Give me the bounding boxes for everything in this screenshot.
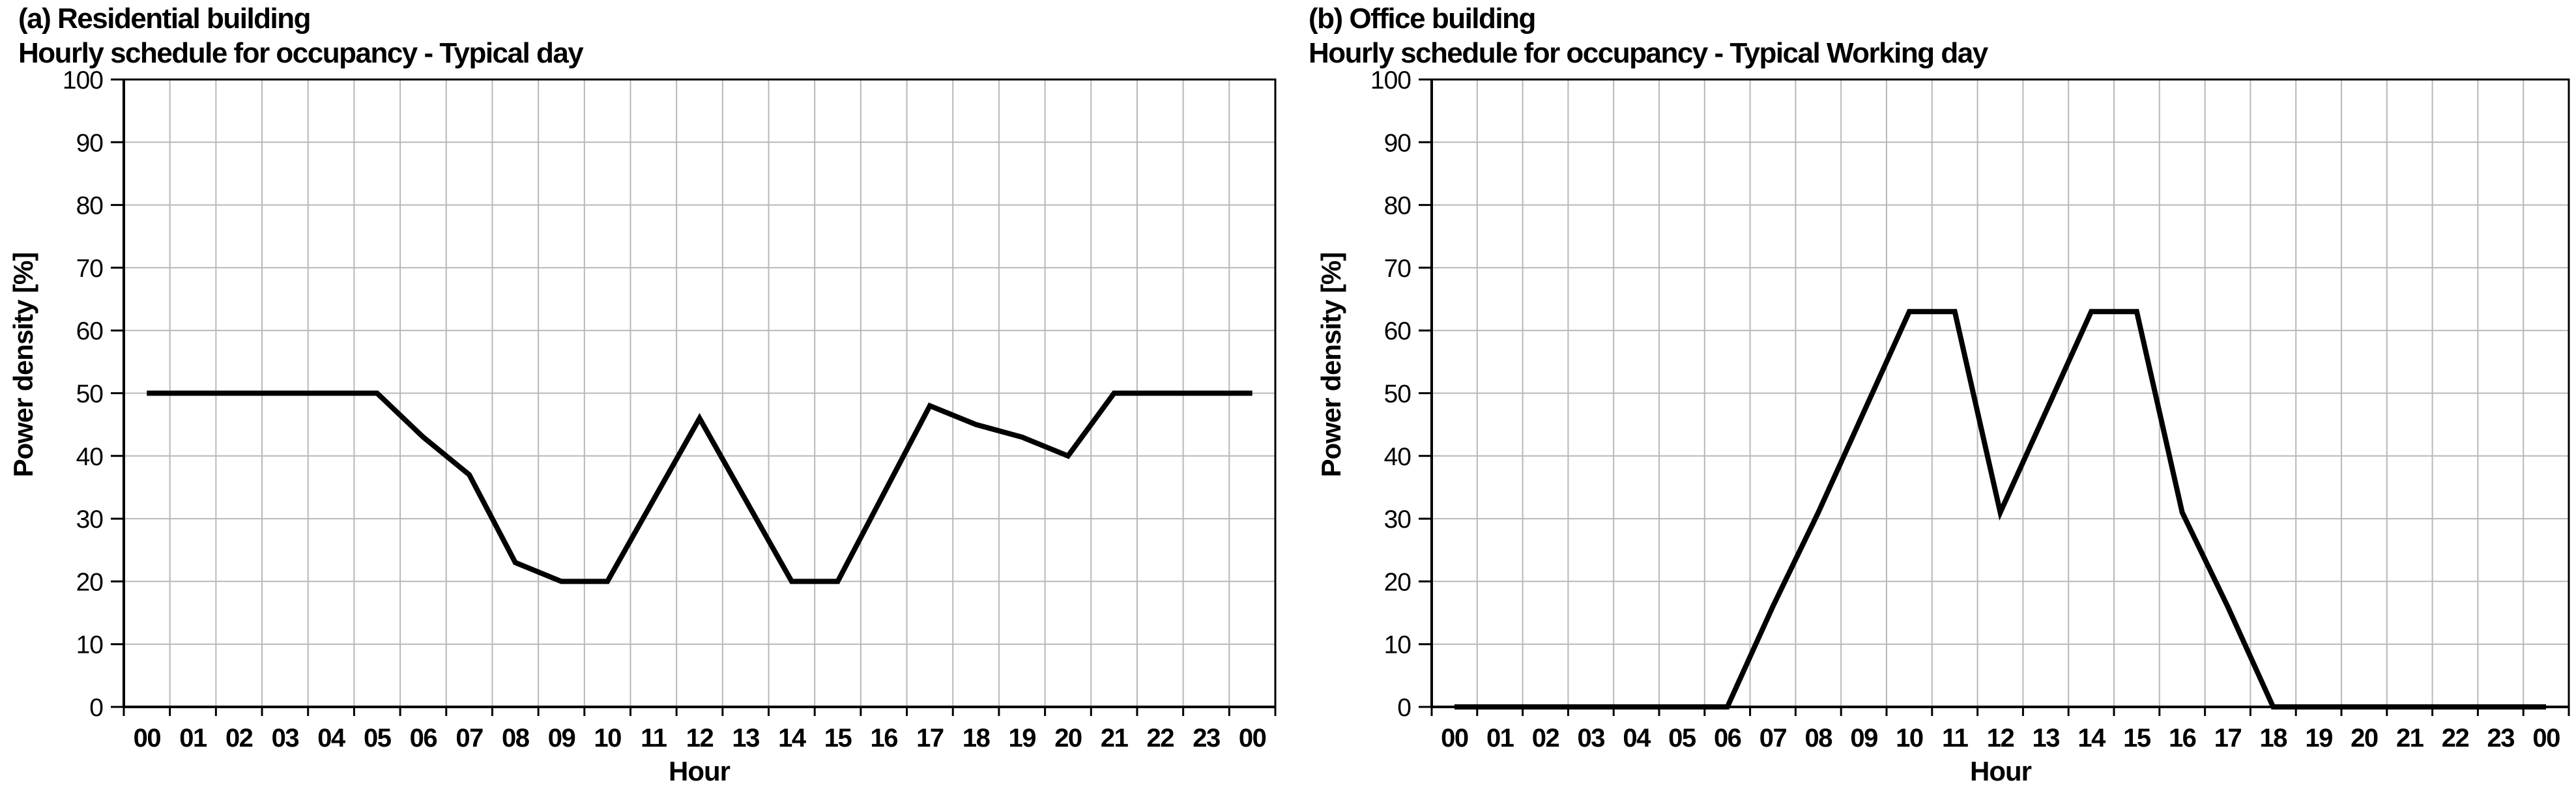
chart-a-subtitle: Hourly schedule for occupancy - Typical …	[18, 37, 584, 69]
x-tick-label: 14	[2077, 724, 2106, 753]
x-tick-label: 06	[1714, 724, 1741, 753]
x-tick-label: 22	[2442, 724, 2469, 753]
y-tick-label: 40	[76, 443, 104, 471]
x-tick-label: 07	[456, 724, 483, 753]
y-tick-label: 70	[76, 255, 104, 283]
x-tick-label: 08	[1805, 724, 1833, 753]
chart-b-title: (b) Office building	[1309, 3, 1536, 35]
x-tick-label: 16	[870, 724, 897, 753]
y-tick-label: 10	[1384, 631, 1411, 659]
x-tick-label: 10	[1896, 724, 1923, 753]
x-tick-label: 00	[1239, 724, 1266, 753]
y-tick-label: 30	[76, 506, 104, 534]
y-tick-label: 80	[76, 192, 104, 220]
x-tick-label: 18	[962, 724, 991, 753]
x-tick-label: 19	[1009, 724, 1036, 753]
x-tick-label: 22	[1147, 724, 1174, 753]
chart-a-x-axis-title: Hour	[669, 756, 731, 786]
residential-occupancy-line	[147, 390, 1252, 584]
x-tick-label: 14	[778, 724, 807, 753]
x-tick-label: 00	[134, 724, 161, 753]
x-tick-label: 13	[2033, 724, 2060, 753]
x-tick-label: 12	[686, 724, 714, 753]
y-tick-label: 0	[89, 694, 103, 722]
x-tick-label: 07	[1759, 724, 1787, 753]
x-tick-label: 09	[1850, 724, 1877, 753]
y-tick-label: 0	[1397, 694, 1411, 722]
x-tick-label: 02	[225, 724, 253, 753]
x-tick-label: 01	[179, 724, 207, 753]
y-tick-label: 70	[1384, 255, 1411, 283]
x-tick-label: 21	[2396, 724, 2424, 753]
x-tick-label: 12	[1987, 724, 2014, 753]
y-tick-label: 20	[1384, 568, 1411, 596]
x-tick-label: 17	[916, 724, 944, 753]
y-tick-label: 90	[1384, 129, 1411, 157]
x-tick-label: 18	[2260, 724, 2288, 753]
y-tick-label: 80	[1384, 192, 1411, 220]
y-tick-label: 10	[76, 631, 104, 659]
x-tick-label: 16	[2169, 724, 2196, 753]
x-tick-label: 11	[641, 724, 667, 753]
chart-a-title: (a) Residential building	[18, 3, 311, 35]
y-tick-label: 100	[1370, 66, 1411, 94]
x-tick-label: 05	[364, 724, 392, 753]
x-tick-label: 08	[502, 724, 530, 753]
x-tick-label: 03	[1578, 724, 1605, 753]
chart-a-title-block: (a) Residential building Hourly schedule…	[18, 1, 584, 70]
y-tick-label: 40	[1384, 443, 1411, 471]
x-tick-label: 19	[2305, 724, 2332, 753]
y-tick-label: 100	[63, 66, 103, 94]
y-tick-label: 90	[76, 129, 104, 157]
y-tick-label: 50	[1384, 380, 1411, 409]
y-tick-label: 50	[76, 380, 104, 409]
x-tick-label: 00	[1441, 724, 1468, 753]
x-tick-label: 20	[1054, 724, 1082, 753]
y-tick-label: 60	[76, 317, 104, 345]
x-tick-label: 21	[1101, 724, 1129, 753]
x-tick-label: 11	[1942, 724, 1969, 753]
y-tick-label: 30	[1384, 506, 1411, 534]
x-tick-label: 17	[2214, 724, 2242, 753]
x-tick-label: 05	[1668, 724, 1696, 753]
x-tick-label: 15	[2123, 724, 2151, 753]
x-tick-label: 04	[1623, 724, 1651, 753]
chart-b-x-axis-title: Hour	[1970, 756, 2032, 786]
x-tick-label: 23	[2487, 724, 2515, 753]
office-occupancy-line	[1454, 309, 2547, 710]
y-tick-label: 20	[76, 568, 104, 596]
x-tick-label: 15	[824, 724, 852, 753]
x-tick-label: 13	[732, 724, 759, 753]
x-tick-label: 03	[272, 724, 299, 753]
y-tick-label: 60	[1384, 317, 1411, 345]
x-tick-label: 04	[317, 724, 346, 753]
x-tick-label: 09	[548, 724, 575, 753]
x-tick-label: 02	[1532, 724, 1559, 753]
x-tick-label: 06	[410, 724, 437, 753]
x-tick-label: 10	[594, 724, 621, 753]
chart-a-y-axis-title: Power density [%]	[8, 252, 38, 478]
x-tick-label: 23	[1193, 724, 1220, 753]
x-tick-label: 20	[2351, 724, 2378, 753]
x-tick-label: 00	[2532, 724, 2560, 753]
x-tick-label: 01	[1486, 724, 1514, 753]
chart-b-title-block: (b) Office building Hourly schedule for …	[1309, 1, 1988, 70]
chart-b-y-axis-title: Power density [%]	[1316, 252, 1346, 478]
chart-b-subtitle: Hourly schedule for occupancy - Typical …	[1309, 37, 1988, 69]
